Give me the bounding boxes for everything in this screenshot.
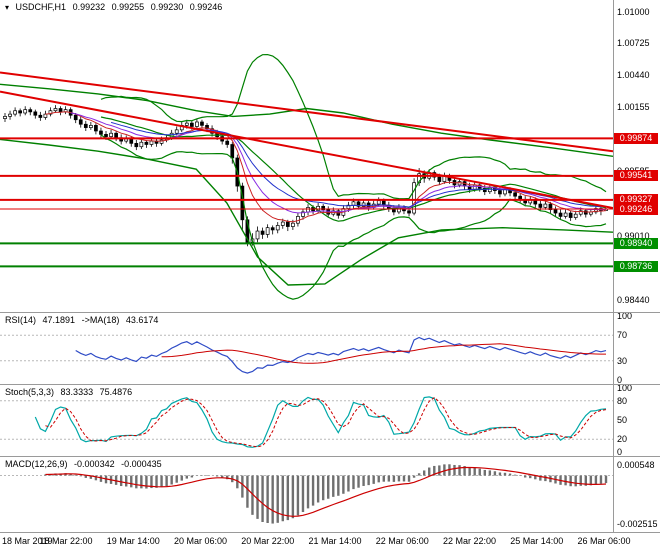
panel-divider (0, 532, 660, 533)
macd-header: MACD(12,26,9) -0.000342 -0.000435 (5, 459, 166, 469)
axis-tick-label: 0.99010 (617, 230, 650, 241)
stoch-name-label: Stoch(5,3,3) (5, 387, 55, 397)
axis-tick-label: 100 (617, 311, 633, 321)
rsi-panel[interactable] (0, 313, 613, 383)
axis-tick-label: 30 (617, 355, 628, 366)
rsi-ma-value: 43.6174 (125, 315, 159, 325)
time-axis-label: 18 Mar 2019 (2, 536, 53, 546)
panel-divider[interactable] (0, 384, 660, 385)
macd-value: -0.000342 (74, 459, 115, 469)
price-chart-panel[interactable] (0, 0, 613, 312)
macd-signal-value: -0.000435 (121, 459, 162, 469)
stochastic-header: Stoch(5,3,3) 83.3333 75.4876 (5, 387, 136, 397)
time-axis-label: 20 Mar 22:00 (241, 536, 295, 546)
axis-tick-label: 50 (617, 415, 628, 425)
axis-divider (613, 0, 614, 532)
time-axis-label: 19 Mar 14:00 (106, 536, 160, 546)
quote-close: 0.99246 (189, 2, 223, 12)
time-axis-label: 25 Mar 14:00 (510, 536, 564, 546)
time-axis-label: 18 Mar 22:00 (39, 536, 93, 546)
axis-tick-label: 70 (617, 330, 628, 341)
quote-open: 0.99232 (72, 2, 106, 12)
axis-tick-label: 1.01000 (617, 6, 650, 17)
price-axis[interactable]: 0.99874 0.99541 0.99327 0.98940 0.98736 0.992… (614, 0, 660, 532)
axis-tick-label: 1.00440 (617, 69, 650, 80)
axis-tick-label: 100 (617, 383, 633, 393)
time-axis-label: 26 Mar 06:00 (577, 536, 631, 546)
price-tag: 0.99541 (614, 170, 658, 182)
macd-name-label: MACD(12,26,9) (5, 459, 68, 469)
time-axis-label: 21 Mar 14:00 (308, 536, 362, 546)
axis-tick-label: 1.00725 (617, 37, 650, 48)
axis-tick-label: 0.000548 (617, 459, 655, 470)
axis-tick-label: -0.002515 (617, 519, 658, 530)
price-tag: 0.98940 (614, 237, 658, 249)
quote-low: 0.99230 (150, 2, 184, 12)
macd-panel[interactable] (0, 457, 613, 531)
price-tag: 0.99874 (614, 132, 658, 144)
symbol-timeframe-label: USDCHF,H1 (15, 2, 67, 12)
quote-high: 0.99255 (111, 2, 145, 12)
axis-tick-label: 0 (617, 447, 623, 457)
axis-tick-label: 1.00155 (617, 101, 650, 112)
time-axis-label: 20 Mar 06:00 (173, 536, 228, 546)
time-axis[interactable]: 18 Mar 2019 18 Mar 22:00 19 Mar 14:00 20 Ma… (0, 533, 660, 560)
panel-divider[interactable] (0, 456, 660, 457)
time-axis-label: 22 Mar 22:00 (442, 536, 497, 546)
price-tag: 0.99327 (614, 194, 658, 206)
time-axis-label: 22 Mar 06:00 (375, 536, 429, 546)
stoch-k-value: 83.3333 (60, 387, 94, 397)
stoch-d-value: 75.4876 (99, 387, 133, 397)
rsi-name-label: RSI(14) (5, 315, 37, 325)
rsi-ma-label: ->MA(18) (81, 315, 120, 325)
chart-menu-icon[interactable]: ▾ (5, 3, 10, 12)
stochastic-panel[interactable] (0, 385, 613, 455)
axis-tick-label: 80 (617, 395, 628, 406)
chart-title-bar: ▾ USDCHF,H1 0.99232 0.99255 0.99230 0.99… (5, 2, 226, 12)
axis-tick-label: 0 (617, 375, 623, 385)
axis-tick-label: 20 (617, 434, 628, 445)
price-tag: 0.99246 (614, 203, 658, 215)
price-tag: 0.98736 (614, 260, 658, 272)
rsi-header: RSI(14) 47.1891 ->MA(18) 43.6174 (5, 315, 162, 325)
axis-tick-label: 0.98440 (617, 294, 650, 305)
rsi-value: 47.1891 (42, 315, 76, 325)
panel-divider[interactable] (0, 312, 660, 313)
